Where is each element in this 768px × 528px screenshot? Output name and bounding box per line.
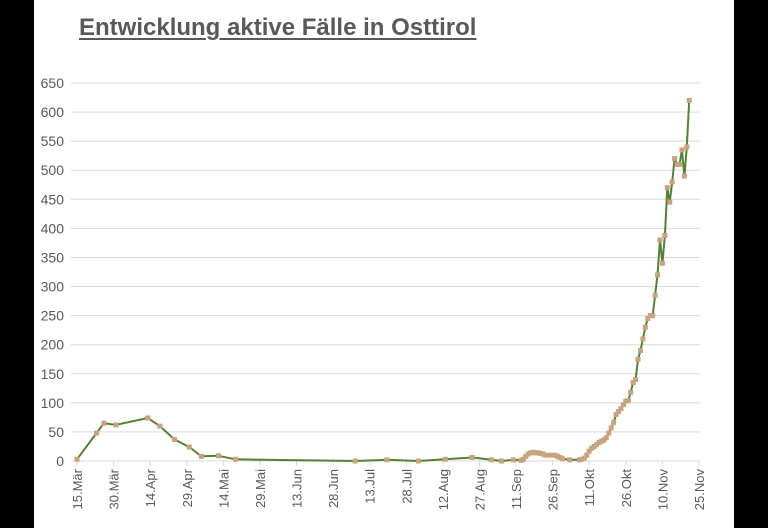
- gridlines: [71, 82, 700, 462]
- data-point-marker: [672, 156, 678, 162]
- data-point-marker: [635, 356, 641, 362]
- data-point-marker: [618, 406, 624, 412]
- data-point-marker: [625, 398, 631, 404]
- data-point-marker: [667, 199, 673, 205]
- data-point-marker: [581, 455, 587, 461]
- data-point-marker: [681, 173, 687, 179]
- chart-panel: [34, 0, 734, 528]
- data-point-marker: [616, 409, 622, 415]
- x-tick-label: 13.Jun: [290, 469, 305, 508]
- series-line: [74, 97, 692, 464]
- data-point-marker: [628, 389, 634, 395]
- x-tick-label: 28.Jul: [399, 469, 414, 504]
- y-tick-label: 150: [41, 366, 65, 382]
- data-point-marker: [684, 144, 690, 150]
- data-point-marker: [113, 422, 119, 428]
- x-tick-label: 30.Mär: [107, 468, 122, 509]
- x-tick-label: 26.Okt: [619, 469, 634, 508]
- x-tick-label: 11.Okt: [582, 469, 597, 507]
- x-tick-label: 29.Mai: [253, 469, 268, 508]
- data-point-marker: [613, 411, 619, 417]
- x-tick-label: 26.Sep: [546, 469, 561, 510]
- data-point-marker: [586, 448, 592, 454]
- data-point-marker: [650, 313, 656, 319]
- y-tick-label: 500: [41, 162, 65, 178]
- x-axis: 15.Mär 30.Mär 14.Apr 29.Apr 14.Mai 29.Mai 13.J…: [70, 461, 707, 510]
- y-tick-label: 250: [41, 308, 65, 324]
- x-tick-label: 28.Jun: [326, 469, 341, 508]
- x-tick-label: 13.Jul: [363, 469, 378, 504]
- data-point-marker: [94, 430, 100, 436]
- data-point-marker: [559, 456, 565, 462]
- data-point-marker: [186, 444, 192, 450]
- data-point-marker: [172, 436, 178, 442]
- data-point-marker: [352, 458, 358, 464]
- x-tick-label: 14.Mai: [216, 469, 231, 508]
- data-point-marker: [655, 272, 661, 278]
- data-point-marker: [547, 452, 553, 458]
- data-point-marker: [74, 456, 80, 462]
- data-point-marker: [642, 324, 648, 330]
- data-point-marker: [511, 457, 517, 463]
- x-tick-label: 12.Aug: [436, 469, 451, 510]
- data-point-marker: [662, 232, 668, 238]
- x-tick-label: 10.Nov: [655, 469, 670, 511]
- data-line: [76, 100, 691, 462]
- data-point-marker: [620, 402, 626, 408]
- data-point-marker: [415, 458, 421, 464]
- data-point-marker: [606, 430, 612, 436]
- data-point-marker: [384, 457, 390, 463]
- data-point-marker: [469, 455, 475, 461]
- y-tick-label: 200: [41, 337, 65, 353]
- data-point-marker: [669, 179, 675, 185]
- y-tick-label: 350: [41, 249, 65, 265]
- y-tick-label: 650: [41, 75, 65, 91]
- y-tick-label: 50: [48, 424, 64, 440]
- chart-title: Entwicklung aktive Fälle in Osttirol: [79, 14, 477, 41]
- data-point-marker: [659, 260, 665, 266]
- data-point-marker: [567, 457, 573, 463]
- data-point-marker: [520, 456, 526, 462]
- x-tick-label: 11.Sep: [509, 469, 524, 509]
- y-tick-label: 600: [41, 104, 65, 120]
- data-point-marker: [679, 147, 685, 153]
- data-point-marker: [633, 377, 639, 383]
- y-tick-label: 0: [56, 453, 64, 469]
- data-point-marker: [145, 415, 151, 421]
- data-point-marker: [157, 423, 163, 429]
- data-point-marker: [657, 237, 663, 243]
- data-point-marker: [233, 456, 239, 462]
- data-point-marker: [637, 348, 643, 354]
- y-tick-label: 100: [41, 395, 65, 411]
- data-point-marker: [584, 452, 590, 458]
- data-point-marker: [608, 425, 614, 431]
- data-point-marker: [611, 420, 617, 426]
- data-point-marker: [676, 161, 682, 167]
- y-tick-label: 550: [41, 133, 65, 149]
- data-point-marker: [101, 420, 107, 426]
- data-point-marker: [498, 458, 504, 464]
- x-tick-label: 29.Apr: [180, 468, 195, 507]
- data-point-marker: [652, 292, 658, 298]
- data-point-marker: [686, 97, 692, 103]
- data-point-marker: [198, 453, 204, 459]
- data-point-marker: [640, 336, 646, 342]
- data-point-marker: [542, 452, 548, 458]
- data-point-marker: [442, 456, 448, 462]
- data-point-marker: [603, 435, 609, 441]
- x-tick-label: 27.Aug: [472, 469, 487, 510]
- y-tick-label: 400: [41, 220, 65, 236]
- data-point-marker: [215, 453, 221, 459]
- x-tick-label: 25.Nov: [692, 469, 707, 511]
- y-tick-label: 300: [41, 279, 65, 295]
- x-tick-label: 14.Apr: [143, 468, 158, 507]
- y-axis: 0 50 100 150 200 250 300 350 400 450 500 550 600 650: [41, 75, 65, 469]
- data-point-marker: [630, 379, 636, 385]
- y-tick-label: 450: [41, 191, 65, 207]
- data-point-marker: [489, 457, 495, 463]
- data-point-marker: [645, 316, 651, 322]
- x-tick-label: 15.Mär: [70, 468, 85, 509]
- data-point-marker: [664, 185, 670, 191]
